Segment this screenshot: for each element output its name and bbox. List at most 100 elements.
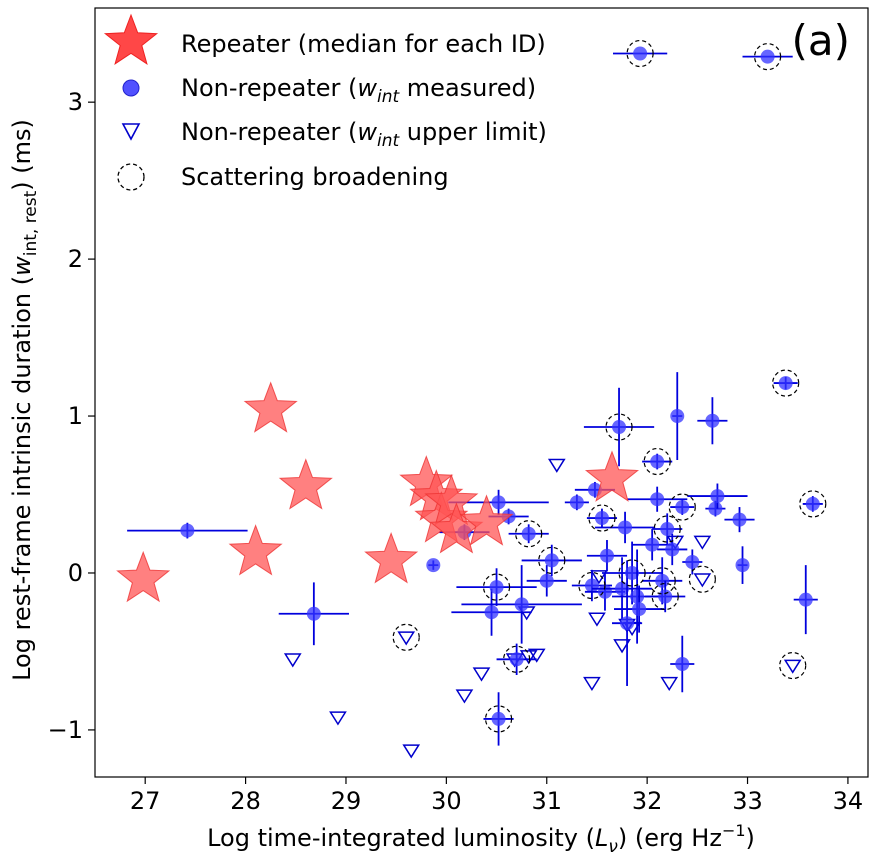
measured-point: [461, 565, 582, 644]
measured-marker: [732, 512, 747, 527]
measured-marker: [632, 602, 647, 617]
upper-limit-point: [613, 639, 631, 654]
legend-dashed-circle-marker: [117, 163, 145, 191]
measured-marker: [625, 565, 640, 580]
x-tick-label: 32: [632, 787, 663, 815]
y-tick-label: 0: [68, 559, 83, 587]
upper-limit-point: [527, 648, 546, 663]
legend-label-upper-part-2: upper limit): [399, 118, 547, 146]
measured-point: [652, 513, 683, 545]
measured-point: [586, 508, 618, 528]
measured-marker: [650, 492, 665, 507]
measured-point: [735, 546, 750, 584]
upper-limit-point: [590, 570, 608, 585]
measured-marker: [489, 580, 504, 595]
measured-point: [483, 692, 514, 746]
upper-limit-point: [660, 676, 679, 692]
measured-point: [670, 499, 695, 515]
measured-point: [613, 46, 668, 61]
scattering-ring: [626, 39, 654, 68]
legend-label-measured-part-2: measured): [399, 74, 536, 102]
y-tick-label: 2: [68, 245, 83, 273]
scattering-ring: [503, 645, 531, 673]
measured-marker: [539, 573, 554, 588]
legend-star-marker: [103, 13, 159, 65]
scattering-ring: [772, 369, 800, 397]
measured-point: [642, 453, 673, 470]
upper-limit-point: [329, 711, 347, 726]
y-tick-label: 1: [68, 402, 83, 430]
legend-circle-marker: [122, 79, 140, 97]
y-axis-label-part-1: Log rest-frame intrinsic duration (: [8, 276, 36, 681]
x-axis-label-symbol: L: [595, 824, 608, 852]
measured-point: [426, 558, 441, 573]
upper-limit-point: [693, 535, 712, 550]
measured-marker: [705, 413, 720, 428]
upper-limit-point: [402, 744, 421, 759]
measured-point: [127, 522, 248, 539]
measured-point: [508, 524, 549, 544]
x-axis-label: Log time-integrated luminosity (Lν) (erg…: [207, 821, 755, 857]
legend-label-measured-sub: int: [377, 87, 400, 107]
scattering-ring: [643, 447, 671, 476]
measured-marker: [760, 49, 775, 64]
measured-marker: [805, 496, 820, 511]
x-axis-ticks: 27 28 29 30 31 32 33 34: [130, 777, 863, 815]
measured-point: [670, 635, 695, 693]
upper-limit-point: [455, 689, 474, 704]
measured-marker: [569, 495, 584, 510]
legend-label-measured-part-1: Non-repeater (: [181, 74, 357, 102]
scattering-ring: [538, 546, 566, 575]
upper-limit-point: [783, 659, 802, 674]
measured-point: [521, 544, 582, 577]
measured-marker: [426, 558, 441, 573]
measured-marker: [618, 520, 633, 535]
plot-frame: [94, 7, 869, 778]
measured-point: [496, 643, 537, 675]
y-axis-label-symbol: w: [8, 256, 36, 276]
measured-marker: [798, 592, 813, 607]
x-axis-label-part-1: Log time-integrated luminosity (: [207, 824, 595, 852]
x-tick-label: 33: [732, 787, 763, 815]
measured-marker: [615, 581, 630, 596]
measured-point: [697, 397, 728, 445]
upper-limit-point: [472, 667, 491, 682]
measured-point: [632, 529, 673, 561]
x-tick-label: 28: [230, 787, 261, 815]
scattering-ring: [484, 705, 513, 733]
measured-marker: [584, 578, 599, 593]
measured-point: [594, 511, 656, 544]
measured-marker: [675, 500, 690, 515]
repeater-star: [278, 458, 333, 510]
measured-marker: [491, 711, 506, 726]
upper-limit-point: [397, 631, 416, 646]
measured-marker: [645, 537, 660, 552]
measured-marker: [544, 553, 559, 568]
measured-marker: [180, 523, 195, 538]
measured-point: [802, 496, 823, 512]
y-tick-label: 3: [68, 88, 83, 116]
measured-marker: [685, 554, 700, 569]
measured-series: [127, 46, 823, 746]
repeater-star: [116, 550, 171, 603]
legend-label-upper-symbol: w: [357, 118, 377, 146]
repeater-star: [243, 381, 298, 433]
x-axis-label-part-2: ) (erg Hz: [618, 824, 722, 852]
scattering-ring: [754, 43, 782, 71]
scattering-ring: [588, 504, 616, 532]
measured-marker: [650, 454, 665, 469]
upper-limit-point: [519, 650, 538, 665]
scattering-ring: [668, 493, 696, 521]
scattering-ring: [515, 520, 543, 548]
measured-point: [670, 372, 685, 460]
x-tick-label: 27: [130, 787, 161, 815]
legend: Repeater (median for each ID) Non-repeat…: [103, 13, 547, 191]
scattering-ring: [618, 559, 646, 587]
x-tick-label: 30: [431, 787, 462, 815]
x-axis-label-sup: −1: [722, 821, 746, 840]
measured-marker: [521, 526, 536, 541]
repeater-star: [584, 450, 640, 502]
measured-marker: [675, 657, 690, 672]
x-tick-label: 31: [531, 787, 562, 815]
measured-point: [526, 565, 567, 597]
